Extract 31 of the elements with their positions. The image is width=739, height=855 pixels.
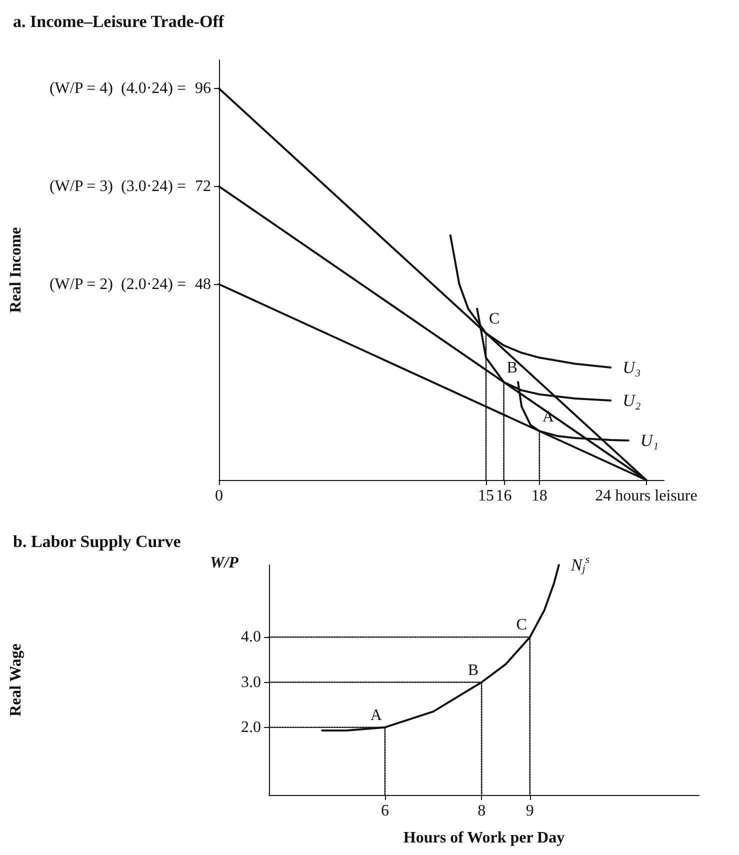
x-axis-title: Hours of Work per Day (403, 830, 565, 846)
y-tick-label: 4.0 (241, 628, 261, 646)
annotation: (W/P = 3) (3.0·24) = (49, 178, 186, 195)
y-tick-label: 48 (195, 276, 211, 293)
x-tick-label: 9 (526, 802, 534, 820)
text: b. Labor Supply Curve (13, 532, 182, 551)
y-axis-title: Real Income (8, 227, 24, 313)
annotation: (W/P = 2) (2.0·24) = (49, 276, 186, 293)
x-tick-label: 16 (496, 488, 512, 504)
y-tick-label: 3.0 (241, 674, 261, 691)
annotation: B (506, 360, 518, 377)
annotation: (W/P = 4) (4.0·24) = (49, 80, 186, 98)
y-tick-label: 2.0 (241, 718, 261, 736)
series-label: U₂ (622, 390, 641, 410)
x-tick-label: 18 (531, 488, 548, 504)
x-tick-label: 0 (215, 488, 223, 504)
x-tick-label: 24 hours leisure (595, 488, 698, 504)
series-label: U₃ (622, 358, 641, 377)
annotation: C (489, 310, 500, 328)
x-tick-label: 6 (380, 802, 389, 820)
y-tick-label: 96 (195, 80, 211, 98)
y-axis-title: Real Wage (8, 643, 24, 717)
annotation: B (468, 662, 479, 679)
annotation: C (516, 616, 527, 634)
annotation: A (370, 706, 382, 724)
x-tick-label: 15 (478, 488, 494, 504)
series-label: U₁ (640, 430, 659, 450)
y-tick-label: 72 (195, 178, 211, 195)
text: W/P (210, 554, 239, 572)
x-tick-label: 8 (478, 802, 486, 820)
chart-title: a. Income–Leisure Trade-Off (13, 12, 224, 31)
